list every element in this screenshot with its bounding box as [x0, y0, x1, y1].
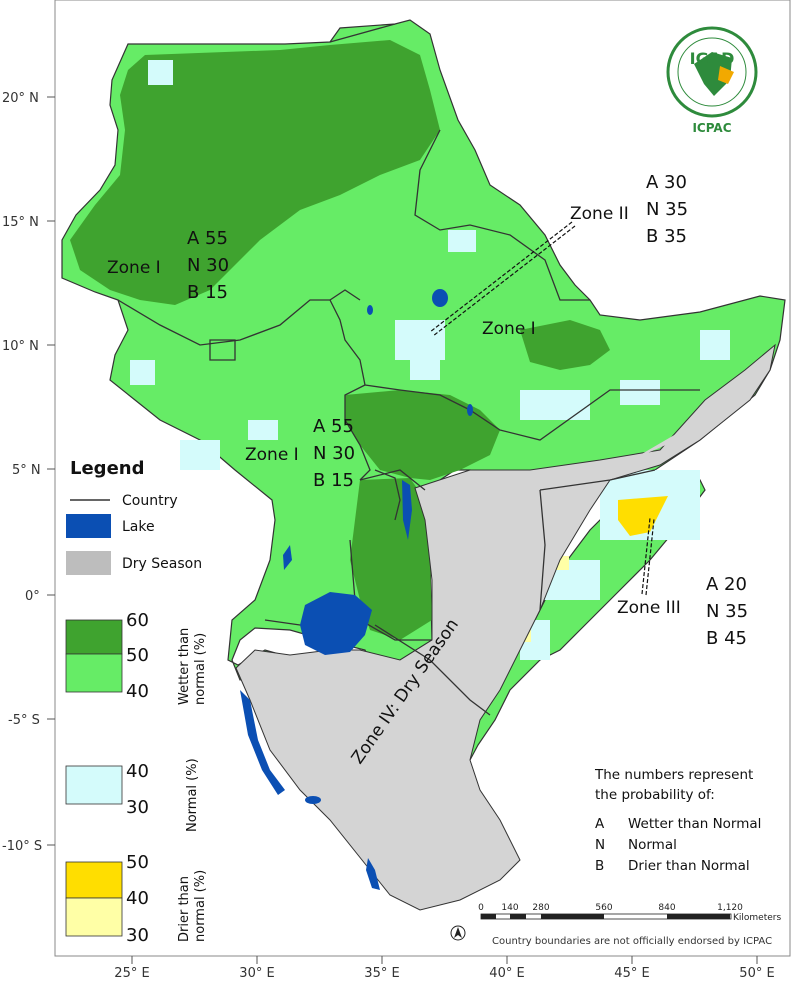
zone-label: Zone III: [617, 598, 681, 618]
lat-ticks: [47, 96, 55, 846]
legend-wetter-low-swatch: [65, 653, 123, 693]
scale-bar: 0 140 280 560 840 1,120 Kilometers: [450, 903, 781, 941]
disclaimer: Country boundaries are not officially en…: [492, 936, 772, 947]
legend-normal-swatch: [65, 765, 123, 805]
legend-drier-low-swatch: [65, 897, 123, 937]
legend-axis-label: normal (%): [193, 633, 208, 705]
svg-text:A: A: [595, 816, 605, 832]
legend-axis-label: Normal (%): [185, 758, 200, 832]
region-wetter-high-north: [70, 40, 440, 305]
lat-label: 15° N: [2, 215, 39, 230]
legend-drier-high-swatch: [65, 861, 123, 899]
lon-label: 40° E: [489, 966, 524, 981]
legend-value: 40: [126, 761, 149, 782]
lat-label: 0°: [25, 589, 40, 604]
legend-value: 30: [126, 797, 149, 818]
legend-title: Legend: [70, 458, 144, 479]
zone-prob: A 30: [646, 172, 687, 193]
lake-ethiopia-rift: [467, 404, 473, 416]
svg-text:280: 280: [532, 903, 549, 913]
svg-text:840: 840: [658, 903, 675, 913]
lat-axis: 20° N 15° N 10° N 5° N 0° -5° S -10° S: [2, 91, 42, 854]
lat-label: -10° S: [2, 839, 42, 854]
legend-value: 40: [126, 681, 149, 702]
lon-label: 45° E: [614, 966, 649, 981]
zone-prob: B 15: [313, 470, 354, 491]
zone-label: Zone I: [482, 319, 536, 339]
svg-text:Kilometers: Kilometers: [733, 913, 781, 923]
legend-axis-label: Drier than: [177, 876, 192, 942]
legend-value: 50: [126, 852, 149, 873]
lake-malawi: [366, 858, 380, 890]
zone-prob: B 45: [706, 628, 747, 649]
legend-item: Lake: [122, 519, 155, 535]
zone-prob: A 20: [706, 574, 747, 595]
svg-text:0: 0: [478, 903, 484, 913]
zone-label: Zone I: [245, 445, 299, 465]
svg-text:N: N: [595, 837, 605, 853]
svg-text:Drier than Normal: Drier than Normal: [628, 858, 750, 874]
lake-tanganyika: [240, 690, 285, 795]
region-wetter-high-central: [345, 390, 500, 480]
zone-prob: B 15: [187, 282, 228, 303]
zone-label: Zone II: [570, 204, 629, 224]
zone-prob: N 35: [646, 199, 688, 220]
lon-label: 35° E: [364, 966, 399, 981]
svg-text:ICPAC: ICPAC: [692, 121, 731, 135]
legend-value: 60: [126, 610, 149, 631]
zone-prob: N 35: [706, 601, 748, 622]
north-arrow-icon: [454, 927, 462, 938]
lat-label: 5° N: [12, 463, 41, 478]
svg-text:Wetter than Normal: Wetter than Normal: [628, 816, 761, 832]
svg-text:IGAD: IGAD: [690, 49, 735, 68]
zone-prob: N 30: [313, 443, 355, 464]
legend-value: 30: [126, 925, 149, 946]
svg-text:140: 140: [501, 903, 518, 913]
probability-notes: The numbers represent the probability of…: [594, 767, 761, 874]
legend-value: 40: [126, 888, 149, 909]
lat-label: -5° S: [8, 713, 40, 728]
lon-label: 30° E: [239, 966, 274, 981]
lake-turkana: [402, 480, 412, 540]
region-normal-patches: [130, 60, 730, 660]
svg-text:the probability of:: the probability of:: [595, 787, 715, 803]
legend-item: Dry Season: [122, 556, 202, 572]
lon-label: 50° E: [739, 966, 774, 981]
lat-label: 10° N: [2, 339, 39, 354]
lon-label: 25° E: [114, 966, 149, 981]
region-dry-season: [235, 343, 776, 911]
icpac-logo: IGAD ICPAC: [666, 26, 758, 135]
region-wetter-high-ethiopia-east: [520, 320, 610, 370]
svg-text:B: B: [595, 858, 604, 874]
svg-text:The numbers represent: The numbers represent: [594, 767, 753, 783]
lat-label: 20° N: [2, 91, 39, 106]
legend-wetter-high-swatch: [65, 619, 123, 655]
legend-lake-swatch: [66, 514, 111, 538]
lake-tana: [432, 289, 448, 307]
region-wetter-high-uganda: [350, 478, 432, 640]
lon-axis: 25° E 30° E 35° E 40° E 45° E 50° E: [114, 966, 774, 981]
lake-small-2: [305, 796, 321, 804]
legend: Legend Country Lake Dry Season 60 50 40 …: [65, 458, 208, 946]
zone-prob: N 30: [187, 255, 229, 276]
lake-albert: [283, 545, 292, 570]
lon-ticks: [131, 956, 758, 964]
zone-prob: A 55: [187, 228, 228, 249]
zone-prob: A 55: [313, 416, 354, 437]
zone-prob: B 35: [646, 226, 687, 247]
svg-text:1,120: 1,120: [717, 903, 743, 913]
legend-axis-label: normal (%): [193, 870, 208, 942]
lake-small-1: [367, 305, 373, 315]
legend-item: Country: [122, 493, 178, 509]
legend-axis-label: Wetter than: [177, 628, 192, 705]
lakes: [240, 289, 473, 890]
svg-text:560: 560: [595, 903, 612, 913]
lake-victoria: [300, 592, 372, 655]
legend-dry-swatch: [66, 551, 111, 575]
svg-text:Normal: Normal: [628, 837, 677, 853]
zone-label: Zone I: [107, 258, 161, 278]
legend-value: 50: [126, 645, 149, 666]
